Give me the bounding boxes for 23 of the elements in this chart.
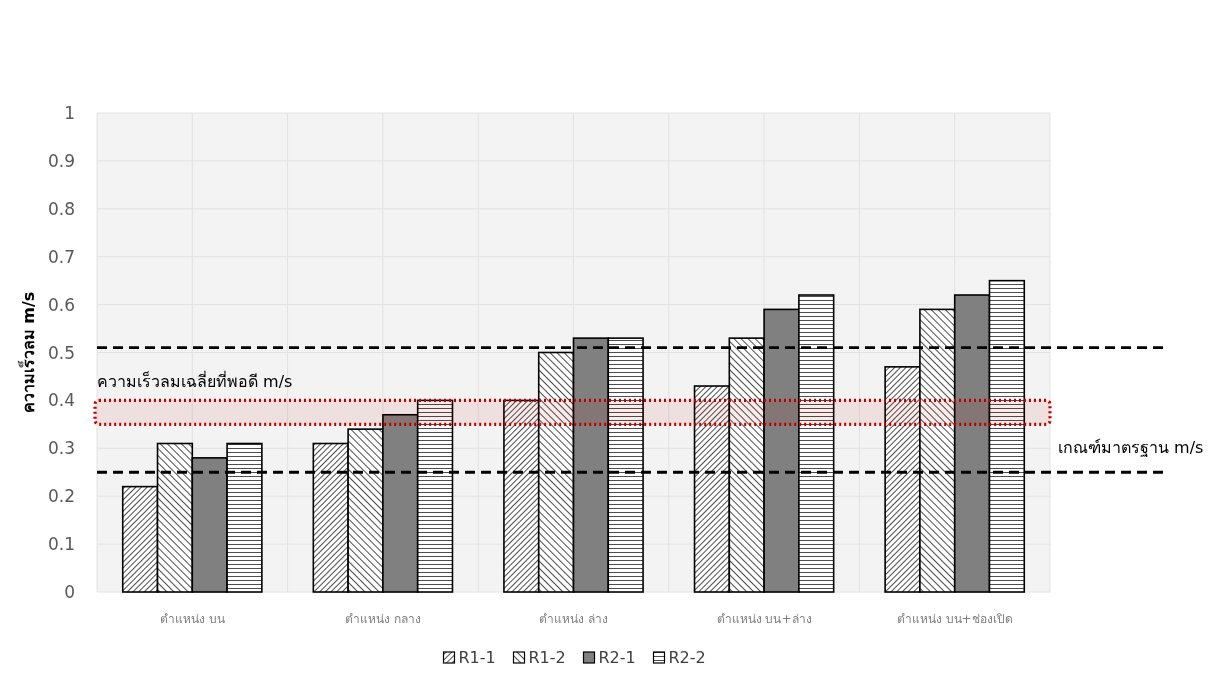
y-tick-label: 0 (64, 582, 75, 602)
x-tick-label: ตำแหน่ง บน+ล่าง (716, 612, 812, 626)
x-tick-label: ตำแหน่ง กลาง (344, 612, 421, 626)
x-tick-label: ตำแหน่ง บน+ช่องเปิด (896, 612, 1013, 626)
y-tick-label: 0.6 (47, 294, 75, 315)
y-tick-label: 0.8 (47, 198, 75, 219)
x-tick-label: ตำแหน่ง ล่าง (539, 612, 608, 626)
y-tick-label: 0.3 (47, 438, 75, 459)
y-tick-label: 0.1 (47, 534, 75, 555)
legend-label: R1-1 (458, 648, 496, 667)
band-label: ความเร็วลมเฉลี่ยที่พอดี m/s (97, 370, 293, 392)
legend-label: R1-2 (528, 648, 566, 667)
y-tick-label: 0.5 (47, 342, 75, 363)
y-tick-label: 0.2 (47, 486, 75, 507)
x-tick-label: ตำแหน่ง บน (159, 612, 225, 626)
y-tick-label: 1 (64, 103, 75, 123)
y-tick-label: 0.7 (47, 246, 75, 267)
y-tick-label: 0.4 (47, 390, 75, 411)
legend-label: R2-1 (598, 648, 636, 667)
legend-label: R2-2 (668, 648, 706, 667)
y-axis-title: ความเร็วลม m/s (17, 291, 38, 414)
y-tick-label: 0.9 (47, 150, 75, 171)
ref-line-label: เกณฑ์มาตรฐาน m/s (1058, 438, 1204, 458)
